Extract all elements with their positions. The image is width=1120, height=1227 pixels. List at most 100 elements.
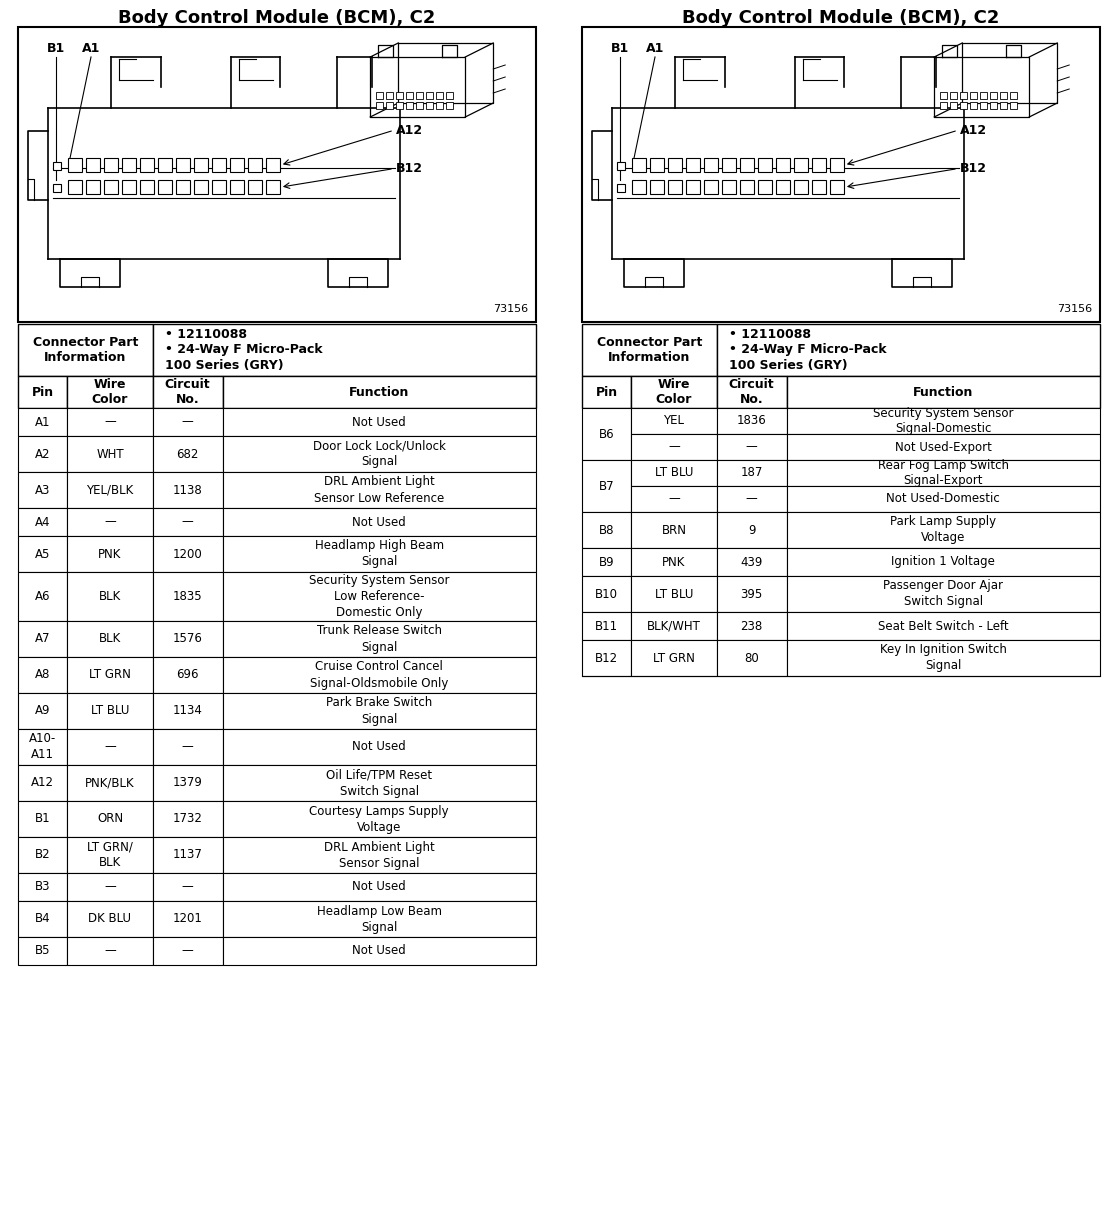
- Text: A9: A9: [35, 704, 50, 718]
- Bar: [407, 92, 413, 99]
- Bar: [248, 158, 262, 172]
- Bar: [786, 486, 1100, 512]
- Text: —: —: [746, 492, 757, 506]
- Text: BLK: BLK: [99, 590, 121, 602]
- Bar: [830, 180, 844, 194]
- Bar: [267, 158, 280, 172]
- Text: YEL: YEL: [663, 415, 684, 427]
- Bar: [152, 872, 223, 901]
- Bar: [67, 872, 152, 901]
- Text: —: —: [104, 881, 115, 893]
- Bar: [427, 102, 433, 109]
- Bar: [786, 434, 1100, 460]
- Text: Body Control Module (BCM), C2: Body Control Module (BCM), C2: [119, 9, 436, 27]
- Bar: [248, 180, 262, 194]
- Bar: [632, 434, 717, 460]
- Text: Circuit
No.: Circuit No.: [165, 378, 211, 406]
- Bar: [67, 837, 152, 872]
- Bar: [582, 640, 632, 676]
- Bar: [786, 575, 1100, 612]
- Bar: [67, 472, 152, 508]
- Text: Circuit
No.: Circuit No.: [729, 378, 774, 406]
- Bar: [223, 536, 536, 572]
- Bar: [386, 92, 393, 99]
- Bar: [53, 184, 60, 193]
- Bar: [152, 409, 223, 436]
- Text: —: —: [181, 416, 194, 428]
- Text: DRL Ambient Light
Sensor Signal: DRL Ambient Light Sensor Signal: [324, 840, 435, 870]
- Text: 80: 80: [745, 652, 759, 665]
- Text: LT GRN: LT GRN: [88, 669, 131, 681]
- Text: 9: 9: [748, 524, 755, 536]
- Bar: [970, 92, 978, 99]
- Text: Not Used-Export: Not Used-Export: [895, 440, 991, 454]
- Bar: [717, 612, 786, 640]
- Bar: [18, 375, 67, 409]
- Text: BRN: BRN: [662, 524, 687, 536]
- Text: B7: B7: [599, 480, 615, 492]
- Bar: [632, 512, 717, 548]
- Bar: [223, 436, 536, 472]
- Text: DRL Ambient Light
Sensor Low Reference: DRL Ambient Light Sensor Low Reference: [315, 476, 445, 504]
- Bar: [140, 180, 153, 194]
- Text: DK BLU: DK BLU: [88, 913, 131, 925]
- Bar: [18, 409, 67, 436]
- Bar: [407, 102, 413, 109]
- Text: 1576: 1576: [172, 632, 203, 645]
- Bar: [786, 375, 1100, 409]
- Bar: [223, 872, 536, 901]
- Bar: [376, 92, 383, 99]
- Bar: [582, 324, 717, 375]
- Bar: [67, 801, 152, 837]
- Bar: [632, 575, 717, 612]
- Bar: [158, 158, 172, 172]
- Bar: [18, 656, 67, 693]
- Bar: [152, 472, 223, 508]
- Bar: [67, 901, 152, 937]
- Bar: [86, 158, 100, 172]
- Text: A7: A7: [35, 632, 50, 645]
- Bar: [18, 937, 67, 964]
- Bar: [386, 102, 393, 109]
- Bar: [376, 102, 383, 109]
- Bar: [18, 621, 67, 656]
- Text: Connector Part
Information: Connector Part Information: [32, 336, 138, 364]
- Text: Connector Part
Information: Connector Part Information: [597, 336, 702, 364]
- Bar: [18, 801, 67, 837]
- Text: —: —: [181, 945, 194, 957]
- Bar: [582, 460, 632, 512]
- Bar: [152, 901, 223, 937]
- Text: 1137: 1137: [172, 849, 203, 861]
- Bar: [223, 375, 536, 409]
- Text: B12: B12: [960, 162, 987, 175]
- Bar: [717, 460, 786, 486]
- Text: B3: B3: [35, 881, 50, 893]
- Text: Not Used: Not Used: [353, 945, 407, 957]
- Text: 73156: 73156: [493, 304, 528, 314]
- Bar: [67, 436, 152, 472]
- Text: —: —: [104, 515, 115, 529]
- Text: —: —: [668, 492, 680, 506]
- Bar: [980, 102, 987, 109]
- Text: B5: B5: [35, 945, 50, 957]
- Text: Security System Sensor
Low Reference-
Domestic Only: Security System Sensor Low Reference- Do…: [309, 574, 449, 618]
- Text: B10: B10: [595, 588, 618, 600]
- Bar: [223, 837, 536, 872]
- Text: 73156: 73156: [1057, 304, 1092, 314]
- Bar: [104, 158, 118, 172]
- Text: Not Used-Domestic: Not Used-Domestic: [886, 492, 1000, 506]
- Bar: [794, 180, 808, 194]
- Text: B9: B9: [599, 556, 615, 568]
- Bar: [970, 102, 978, 109]
- Bar: [717, 324, 1100, 375]
- Text: Body Control Module (BCM), C2: Body Control Module (BCM), C2: [682, 9, 1000, 27]
- Text: Key In Ignition Switch
Signal: Key In Ignition Switch Signal: [880, 643, 1007, 672]
- Bar: [18, 764, 67, 801]
- Bar: [437, 92, 444, 99]
- Text: 1836: 1836: [737, 415, 766, 427]
- Bar: [152, 764, 223, 801]
- Text: YEL/BLK: YEL/BLK: [86, 483, 133, 497]
- Bar: [152, 621, 223, 656]
- Bar: [758, 180, 772, 194]
- Text: A3: A3: [35, 483, 50, 497]
